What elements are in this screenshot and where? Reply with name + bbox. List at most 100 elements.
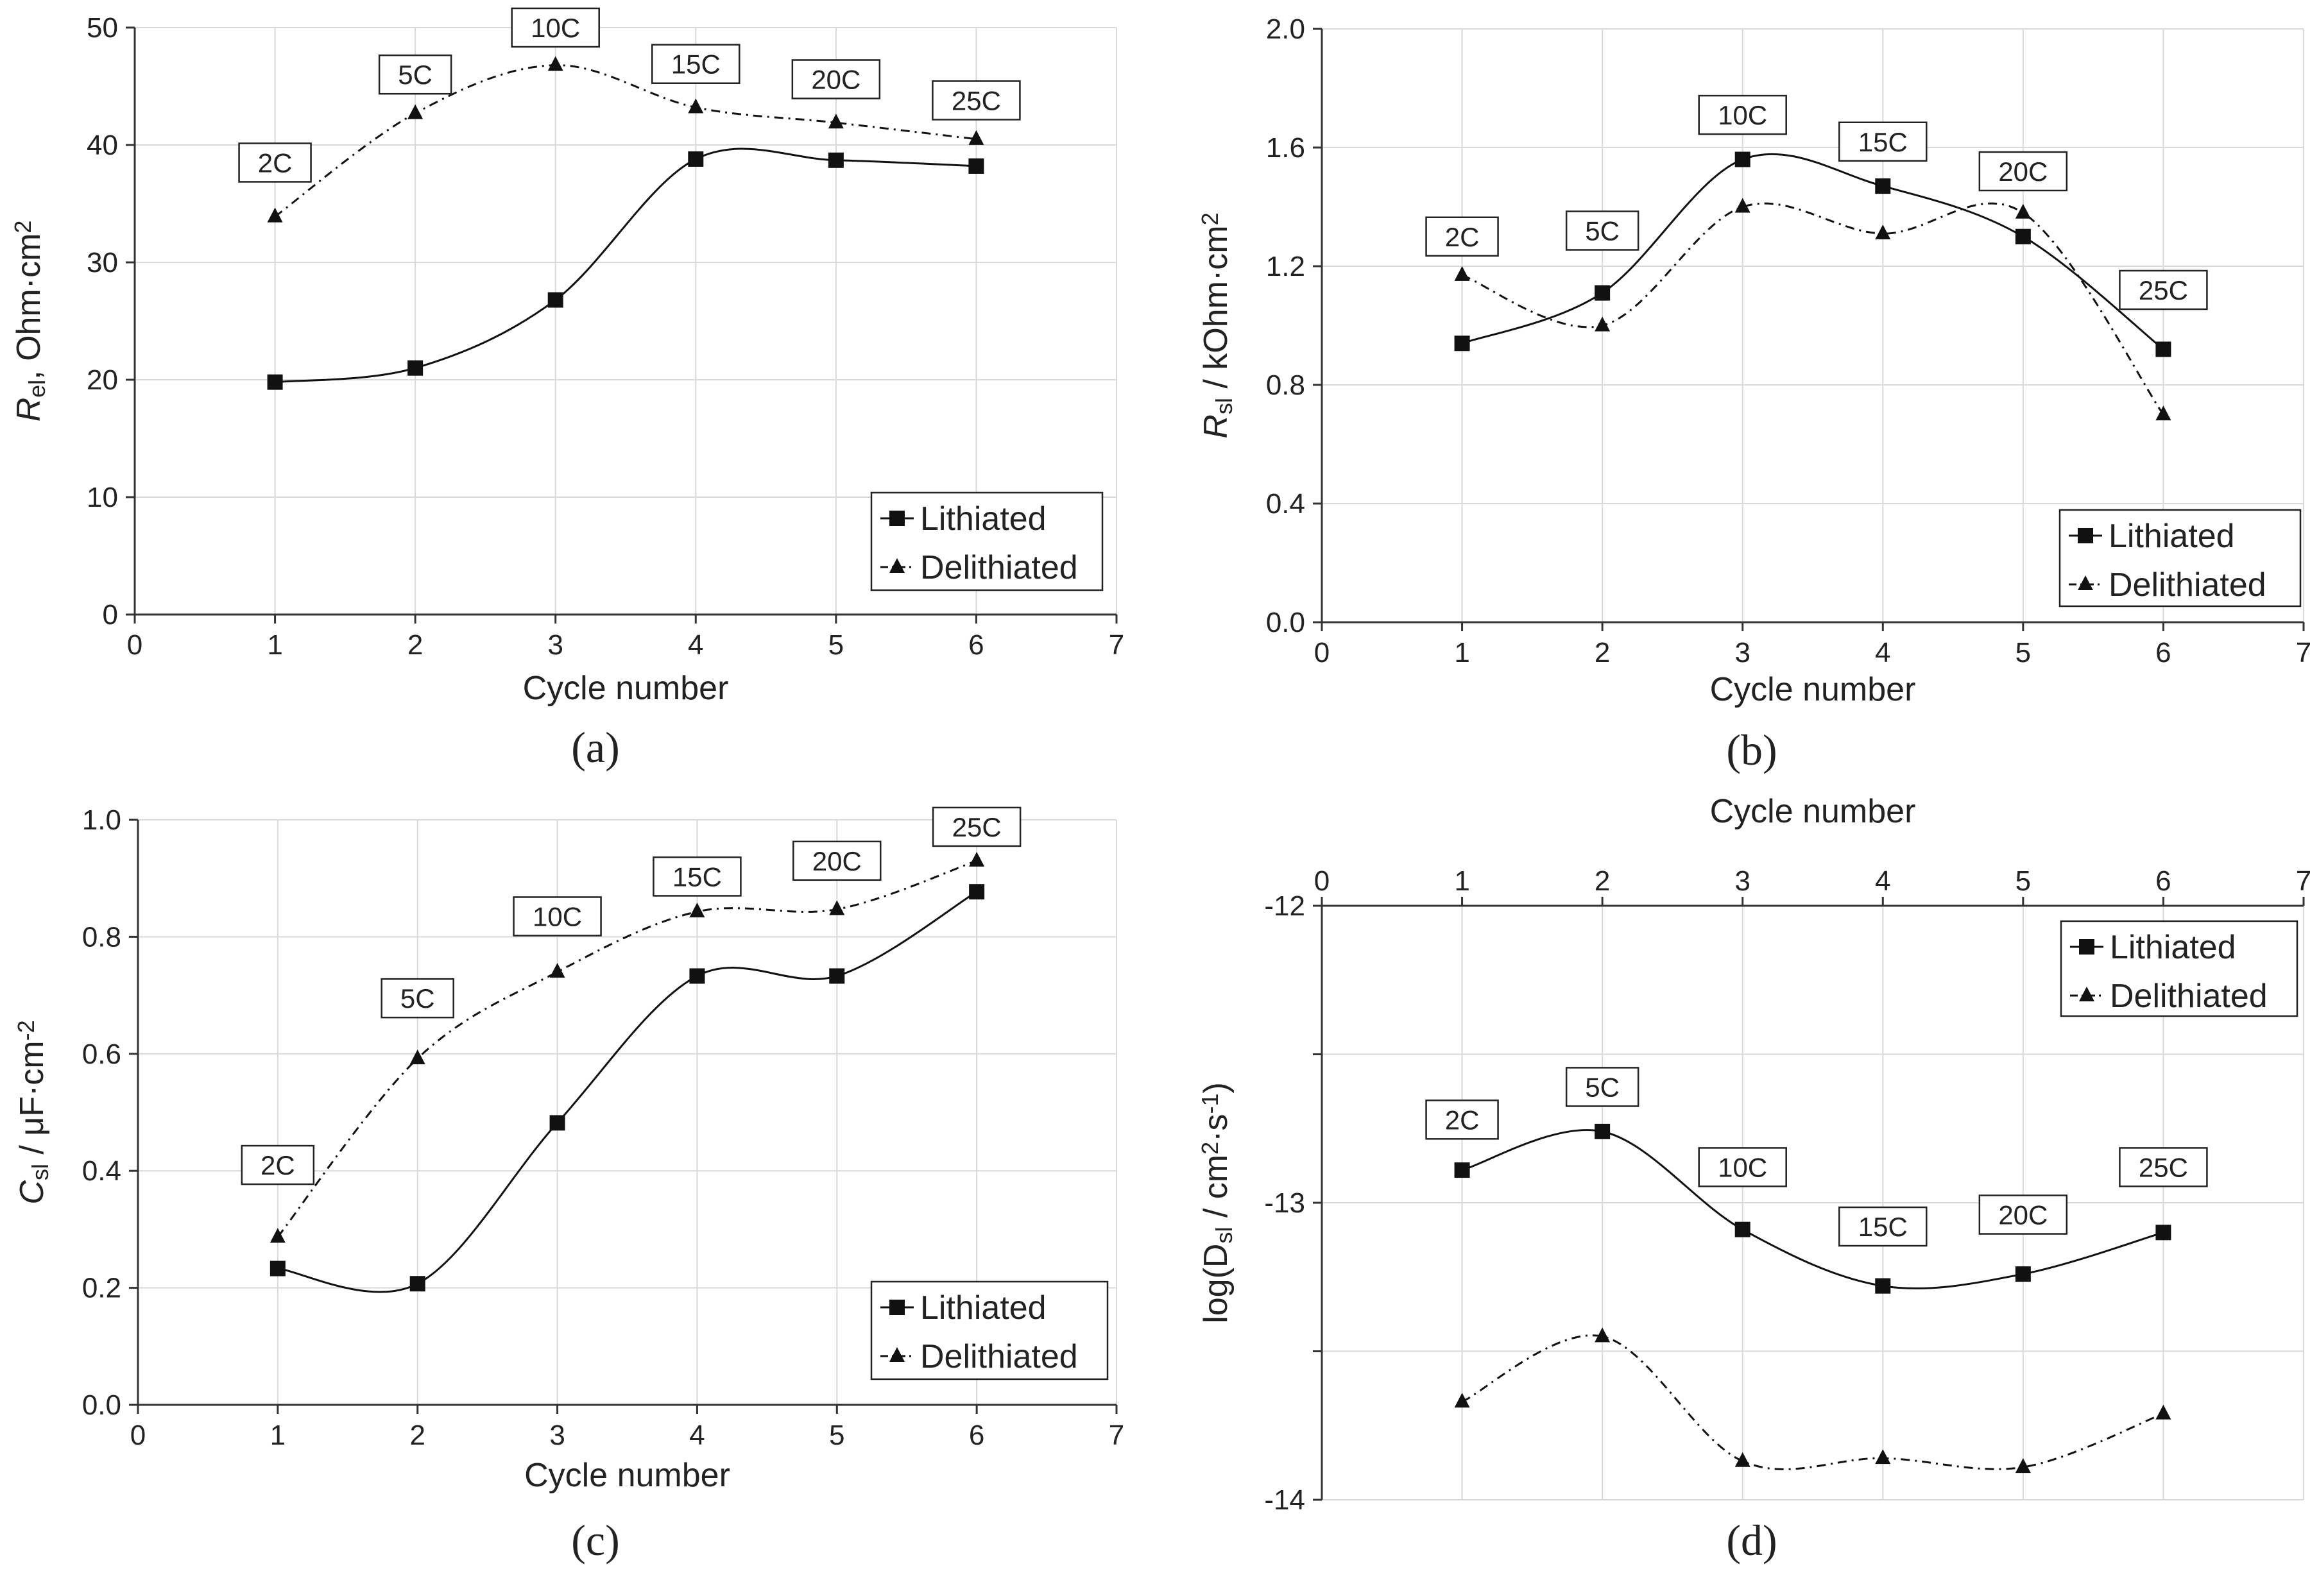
x-tick-label: 7 (1109, 629, 1124, 661)
data-point-delithiated (969, 851, 985, 867)
rate-label: 20C (812, 846, 862, 876)
rate-label-box (1565, 1067, 1639, 1107)
rate-label-box (241, 1144, 315, 1185)
data-point-lithiated (1454, 335, 1470, 352)
x-tick-label: 6 (2155, 637, 2171, 668)
x-tick-label: 2 (1595, 637, 1610, 668)
data-point-delithiated (968, 130, 984, 145)
x-tick-label: 7 (1109, 1420, 1124, 1451)
data-point-lithiated (270, 1261, 286, 1277)
rate-label: 2C (1445, 222, 1480, 252)
data-point-delithiated (1595, 316, 1611, 332)
rate-label: 25C (2139, 275, 2188, 305)
chart-panel-a: 0 1 2 3 4 5 6 7 0 10 20 30 40 50 Cycle number Rel, Ohm·… (10, 7, 1124, 772)
legend-label-lithiated: Lithiated (920, 1289, 1047, 1327)
rate-label: 2C (1445, 1105, 1480, 1135)
rate-label-box (1698, 1147, 1787, 1187)
y-tick-label: 50 (87, 12, 118, 44)
y-tick-label: 1.2 (1266, 251, 1305, 282)
data-point-delithiated (688, 98, 704, 114)
data-point-lithiated (829, 968, 845, 984)
rate-label-box (1978, 151, 2068, 192)
data-point-lithiated (407, 360, 424, 376)
legend-box (870, 491, 1104, 591)
rate-label-box (513, 896, 602, 937)
data-point-delithiated (1595, 1327, 1611, 1343)
data-point-lithiated (2015, 1266, 2031, 1282)
data-point-delithiated (689, 903, 705, 918)
y-axis-label: Rsl / kOhm·cm2 (1197, 212, 1237, 438)
rate-label: 10C (533, 901, 582, 931)
x-tick-label: 4 (1875, 637, 1890, 668)
rate-label-box (932, 806, 1022, 847)
rate-label: 25C (952, 812, 1002, 842)
data-point-lithiated (409, 1276, 425, 1292)
y-axis-label: Csl / μF·cm-2 (13, 1020, 53, 1204)
data-point-lithiated (2155, 341, 2171, 357)
rate-label: 5C (1585, 216, 1620, 246)
x-axis-label: Cycle number (1710, 671, 1916, 708)
data-point-delithiated (1734, 198, 1750, 213)
series-line-delithiated (1461, 1334, 2164, 1470)
legend-marker-delithiated (2078, 575, 2093, 590)
data-point-delithiated (2155, 1404, 2171, 1420)
rate-label-box (238, 142, 312, 183)
rate-label: 10C (531, 13, 580, 43)
data-point-lithiated (689, 968, 705, 984)
rate-label-box (381, 978, 454, 1019)
y-tick-label: 2.0 (1266, 13, 1305, 45)
y-tick-label: 0.0 (1266, 607, 1305, 638)
data-point-lithiated (1734, 1221, 1750, 1237)
data-point-delithiated (267, 207, 283, 223)
data-point-delithiated (828, 114, 844, 129)
rate-label: 20C (1998, 1200, 2048, 1230)
data-point-lithiated (688, 151, 704, 167)
x-axis-label: Cycle number (523, 670, 729, 707)
chart-panel-d: 0 1 2 3 4 5 6 7 -14 -13 -12 Cycle number log(Dsl / c… (1197, 793, 2311, 1565)
y-tick-label: 10 (87, 482, 118, 513)
rate-label: 15C (671, 49, 721, 80)
y-axis-label: log(Dsl / cm2·s-1) (1197, 1082, 1237, 1323)
data-point-delithiated (547, 56, 563, 71)
rate-label: 5C (398, 60, 432, 90)
legend-box (2058, 509, 2302, 607)
rate-label: 20C (1998, 157, 2048, 187)
rate-label: 5C (400, 983, 435, 1014)
data-point-delithiated (549, 963, 565, 978)
x-tick-label: 6 (969, 1420, 984, 1451)
data-point-lithiated (267, 374, 283, 390)
y-tick-label: 0.8 (82, 921, 121, 953)
rate-label-box (1838, 121, 1928, 162)
x-tick-label: 0 (1314, 865, 1330, 897)
data-point-lithiated (1595, 285, 1611, 301)
y-tick-label: -14 (1264, 1484, 1305, 1516)
data-point-delithiated (2015, 203, 2031, 219)
data-point-lithiated (1734, 151, 1750, 167)
x-tick-label: 0 (130, 1420, 146, 1451)
x-tick-label: 4 (688, 629, 703, 661)
data-point-delithiated (1454, 1393, 1470, 1408)
y-tick-label: 0.6 (82, 1039, 121, 1070)
rate-label: 20C (811, 65, 860, 95)
data-point-delithiated (270, 1228, 286, 1243)
rate-label: 10C (1718, 100, 1767, 130)
rate-label-box (1838, 1206, 1928, 1247)
x-tick-label: 1 (1454, 637, 1469, 668)
x-tick-label: 1 (267, 629, 282, 661)
legend-marker-lithiated (2079, 939, 2094, 955)
data-point-lithiated (969, 884, 985, 900)
rate-label: 2C (258, 148, 293, 178)
y-tick-label: 1.6 (1266, 132, 1305, 164)
x-tick-label: 7 (2296, 637, 2311, 668)
rate-label: 15C (1858, 1212, 1908, 1242)
x-tick-label: 3 (1734, 637, 1750, 668)
rate-label-box (378, 54, 452, 95)
series-line-lithiated (1462, 153, 2164, 350)
rate-label-box (511, 7, 600, 48)
y-tick-label: 0.4 (1266, 488, 1305, 520)
rate-label: 15C (672, 862, 722, 892)
data-point-lithiated (1454, 1162, 1470, 1178)
rate-label-box (653, 856, 742, 897)
data-point-lithiated (547, 292, 563, 308)
